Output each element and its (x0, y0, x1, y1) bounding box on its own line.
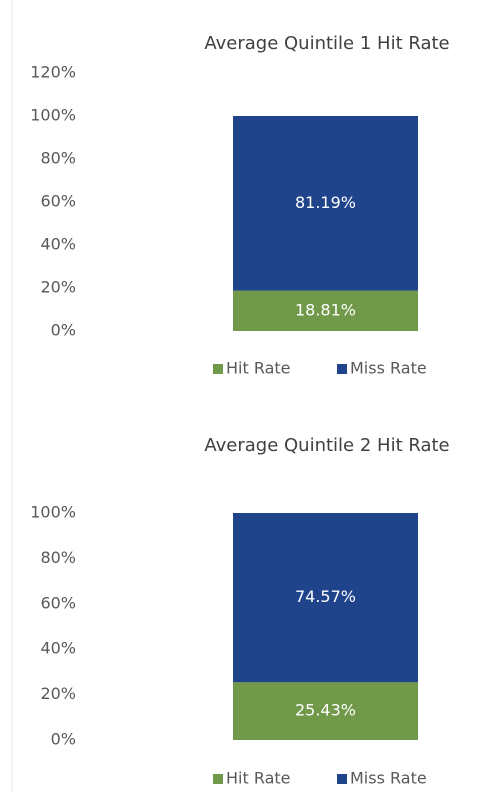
chart-title: Average Quintile 1 Hit Rate (204, 33, 449, 54)
data-label: 74.57% (295, 587, 356, 606)
legend-label: Miss Rate (350, 359, 427, 378)
legend-swatch (337, 774, 347, 784)
y-tick-label: 0% (51, 321, 76, 340)
y-tick-label: 80% (40, 548, 76, 567)
data-label: 81.19% (295, 193, 356, 212)
y-tick-label: 20% (40, 684, 76, 703)
legend-label: Hit Rate (226, 359, 291, 378)
legend-label: Miss Rate (350, 769, 427, 788)
legend-swatch (337, 364, 347, 374)
data-label: 18.81% (295, 300, 356, 319)
chart-title: Average Quintile 2 Hit Rate (204, 435, 449, 456)
legend-label: Hit Rate (226, 769, 291, 788)
bar-segment (233, 513, 418, 683)
y-tick-label: 40% (40, 639, 76, 658)
bar-segment (233, 116, 418, 291)
bar-segment (233, 290, 418, 331)
y-tick-label: 20% (40, 278, 76, 297)
y-tick-label: 0% (51, 730, 76, 749)
legend-swatch (213, 364, 223, 374)
y-tick-label: 60% (40, 593, 76, 612)
bar-segment (233, 682, 418, 740)
data-label: 25.43% (295, 701, 356, 720)
legend-swatch (213, 774, 223, 784)
y-tick-label: 80% (40, 149, 76, 168)
y-tick-label: 100% (30, 503, 76, 522)
y-tick-label: 120% (30, 63, 76, 82)
y-tick-label: 100% (30, 106, 76, 125)
y-tick-label: 60% (40, 192, 76, 211)
y-tick-label: 40% (40, 235, 76, 254)
